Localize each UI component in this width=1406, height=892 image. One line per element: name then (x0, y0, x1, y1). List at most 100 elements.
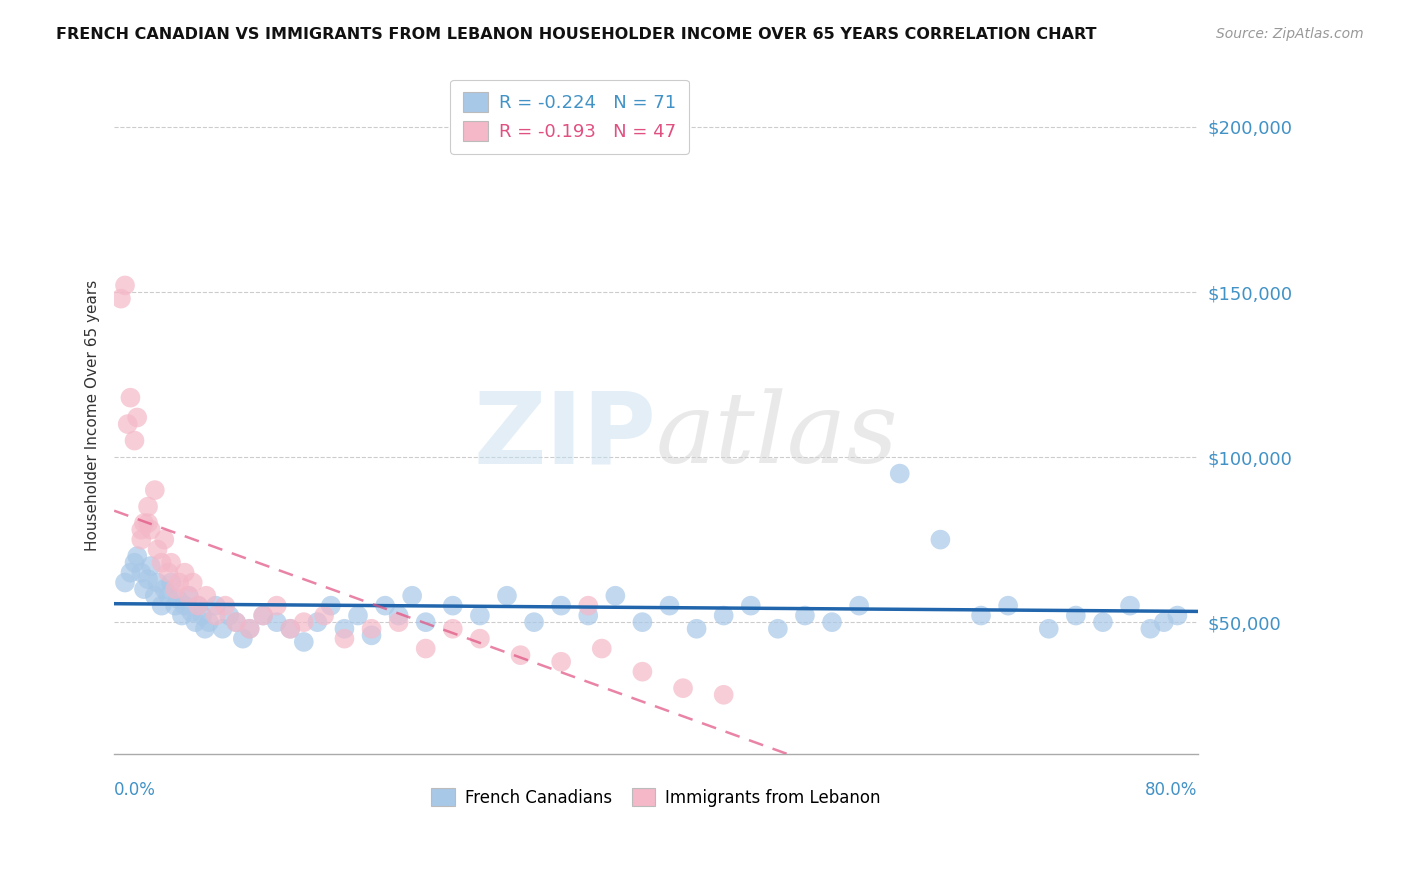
Point (136, 500, 159, 514)
Point (204, 599, 226, 613)
Point (120, 391, 142, 405)
Point (127, 410, 149, 425)
Point (605, 589, 627, 603)
Point (173, 599, 195, 613)
Point (225, 615, 247, 629)
Point (153, 533, 176, 547)
Point (150, 599, 173, 613)
Point (314, 608, 336, 623)
Point (187, 599, 209, 613)
Point (278, 622, 301, 636)
Point (415, 615, 437, 629)
Point (347, 608, 370, 623)
Point (252, 608, 274, 623)
Point (1091, 615, 1114, 629)
Point (114, 278, 136, 293)
Point (997, 599, 1019, 613)
Point (160, 556, 183, 570)
Point (173, 566, 195, 580)
Point (181, 575, 204, 590)
Point (136, 572, 159, 586)
Point (136, 516, 159, 530)
Y-axis label: Householder Income Over 65 years: Householder Income Over 65 years (86, 280, 100, 551)
Point (252, 608, 274, 623)
Point (180, 605, 202, 619)
Point (766, 622, 789, 636)
Point (713, 688, 735, 702)
Point (685, 622, 707, 636)
Point (360, 622, 382, 636)
Point (191, 608, 214, 623)
Point (672, 681, 695, 696)
Point (1119, 599, 1142, 613)
Point (143, 589, 166, 603)
Point (132, 582, 155, 596)
Point (292, 635, 315, 649)
Point (388, 615, 411, 629)
Point (1139, 622, 1161, 636)
Point (333, 632, 356, 646)
Point (129, 566, 152, 580)
Point (184, 615, 207, 629)
Point (194, 622, 217, 636)
Point (143, 483, 166, 497)
Point (204, 608, 226, 623)
Point (319, 599, 342, 613)
Point (740, 599, 762, 613)
Point (129, 523, 152, 537)
Text: Source: ZipAtlas.com: Source: ZipAtlas.com (1216, 27, 1364, 41)
Point (388, 608, 411, 623)
Point (232, 632, 254, 646)
Point (266, 615, 288, 629)
Legend: French Canadians, Immigrants from Lebanon: French Canadians, Immigrants from Lebano… (425, 781, 887, 814)
Point (266, 599, 288, 613)
Point (970, 608, 993, 623)
Point (794, 608, 817, 623)
Point (177, 589, 200, 603)
Point (713, 608, 735, 623)
Point (160, 575, 183, 590)
Point (576, 608, 599, 623)
Point (333, 622, 356, 636)
Point (211, 622, 233, 636)
Point (177, 589, 200, 603)
Point (468, 632, 491, 646)
Point (929, 533, 952, 547)
Point (150, 556, 173, 570)
Point (848, 599, 870, 613)
Point (550, 599, 572, 613)
Text: atlas: atlas (657, 389, 898, 483)
Text: 80.0%: 80.0% (1146, 780, 1198, 799)
Point (360, 628, 382, 642)
Point (129, 533, 152, 547)
Text: FRENCH CANADIAN VS IMMIGRANTS FROM LEBANON HOUSEHOLDER INCOME OVER 65 YEARS CORR: FRENCH CANADIAN VS IMMIGRANTS FROM LEBAN… (56, 27, 1097, 42)
Point (278, 622, 301, 636)
Point (441, 622, 464, 636)
Point (292, 615, 315, 629)
Point (166, 592, 188, 607)
Point (139, 559, 162, 574)
Point (195, 589, 218, 603)
Point (374, 599, 396, 613)
Point (132, 516, 155, 530)
Point (218, 608, 240, 623)
Point (157, 566, 180, 580)
Point (401, 589, 423, 603)
Text: 0.0%: 0.0% (114, 780, 156, 799)
Point (509, 648, 531, 662)
Point (214, 599, 236, 613)
Point (117, 417, 139, 431)
Point (114, 575, 136, 590)
Text: ZIP: ZIP (472, 388, 657, 484)
Point (239, 622, 262, 636)
Point (139, 523, 162, 537)
Point (124, 556, 146, 570)
Point (550, 655, 572, 669)
Point (165, 599, 187, 613)
Point (1064, 608, 1087, 623)
Point (415, 641, 437, 656)
Point (110, 292, 132, 306)
Point (157, 589, 180, 603)
Point (576, 599, 599, 613)
Point (124, 434, 146, 448)
